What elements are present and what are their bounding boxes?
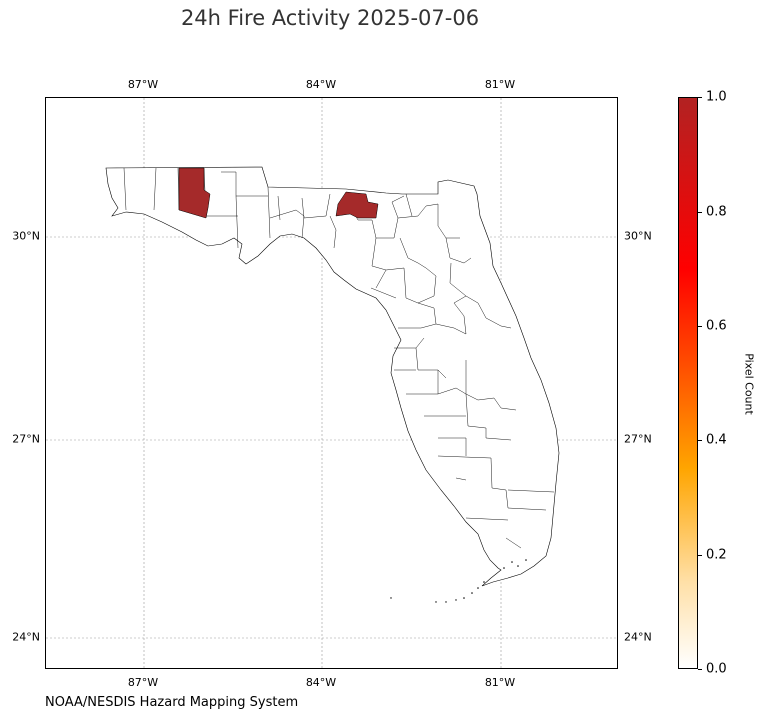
florida-keys: [390, 559, 527, 603]
colorbar-tick-5: 1.0: [706, 89, 727, 105]
county-lines: [123, 167, 555, 549]
county-madison-fire: [335, 191, 379, 219]
lat-tick-left-30n: 30°N: [12, 229, 40, 243]
lat-tick-right-30n: 30°N: [624, 229, 652, 243]
lon-tick-bottom-81w: 81°W: [484, 676, 516, 689]
lon-tick-bottom-84w: 84°W: [305, 676, 337, 689]
lat-tick-right-24n: 24°N: [624, 630, 652, 644]
lat-tick-left-27n: 27°N: [12, 432, 40, 446]
colorbar: [678, 97, 698, 669]
data-source-credit: NOAA/NESDIS Hazard Mapping System: [45, 695, 299, 710]
florida-map: [46, 98, 617, 668]
lat-tick-right-27n: 27°N: [624, 432, 652, 446]
lon-tick-bottom-87w: 87°W: [127, 676, 159, 689]
colorbar-label: Pixel Count: [742, 353, 756, 415]
lon-tick-top-87w: 87°W: [127, 78, 159, 91]
map-panel[interactable]: [45, 97, 618, 669]
colorbar-tick-0: 0.0: [706, 661, 727, 677]
map-title: 24h Fire Activity 2025-07-06: [180, 6, 480, 30]
colorbar-tick-4: 0.8: [706, 204, 727, 220]
colorbar-tick-3: 0.6: [706, 318, 727, 334]
florida-outline: [105, 166, 560, 587]
cb-tickmark-2: [698, 440, 702, 441]
cb-tickmark-4: [698, 212, 702, 213]
cb-tickmark-3: [698, 326, 702, 327]
cb-tickmark-0: [698, 669, 702, 670]
lon-tick-top-81w: 81°W: [484, 78, 516, 91]
county-okaloosa-fire: [178, 167, 211, 219]
lat-tick-left-24n: 24°N: [12, 630, 40, 644]
cb-tickmark-5: [698, 97, 702, 98]
colorbar-tick-2: 0.4: [706, 432, 727, 448]
cb-tickmark-1: [698, 555, 702, 556]
lon-tick-top-84w: 84°W: [305, 78, 337, 91]
colorbar-tick-1: 0.2: [706, 547, 727, 563]
